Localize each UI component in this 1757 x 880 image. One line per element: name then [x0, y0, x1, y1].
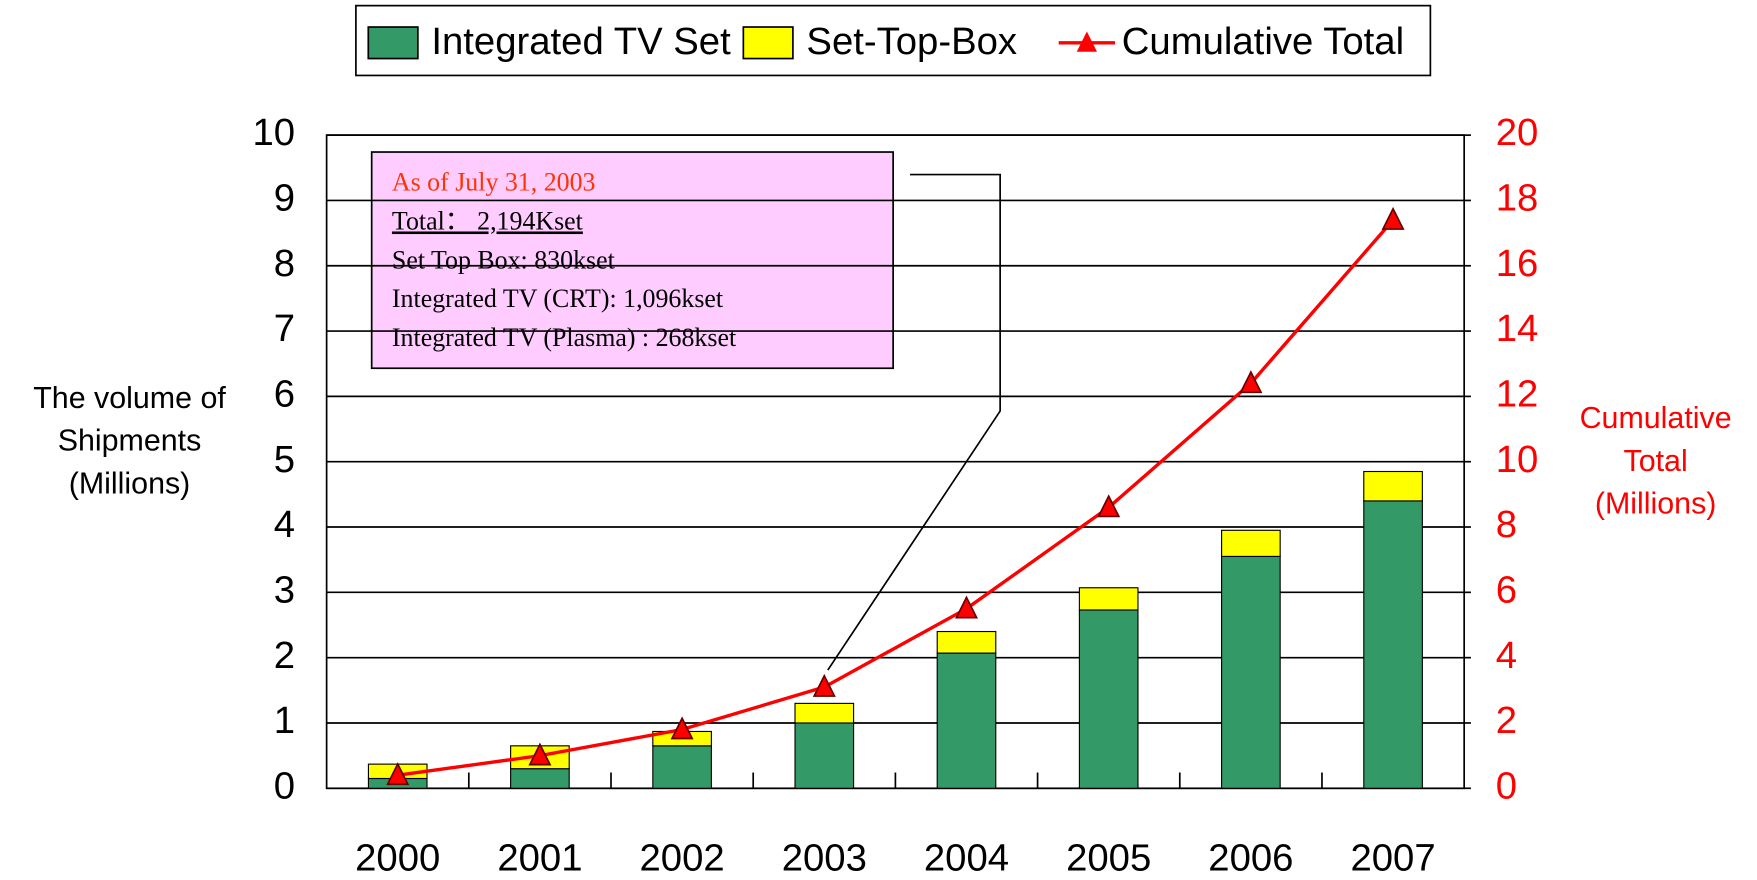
legend-marker — [1076, 31, 1097, 52]
cumulative-line — [397, 218, 1395, 777]
y2-axis-label: Cumulative — [1580, 401, 1732, 435]
y-tick-label: 4 — [274, 503, 295, 546]
y2-tick-label: 18 — [1496, 177, 1539, 220]
bar-segment — [1363, 500, 1423, 789]
line-marker — [1381, 206, 1405, 230]
bar-segment — [794, 702, 855, 724]
x-tick-label: 2003 — [782, 836, 867, 875]
line-marker — [954, 595, 978, 619]
legend-box — [355, 4, 1432, 77]
bar-segment — [1221, 555, 1281, 789]
y-axis-label: (Millions) — [69, 466, 191, 500]
annotation-text: As of July 31, 2003 — [392, 168, 596, 197]
y-tick-label: 3 — [274, 568, 295, 611]
bar-segment — [1221, 529, 1281, 557]
legend-swatch — [742, 26, 794, 60]
y-tick-label: 10 — [252, 111, 295, 154]
y2-axis-label: (Millions) — [1595, 487, 1717, 521]
y-tick-label: 5 — [274, 438, 295, 481]
y2-tick-label: 14 — [1496, 307, 1539, 350]
legend-swatch — [367, 26, 419, 60]
annotation-text: Total： 2,194Kset — [392, 206, 584, 235]
line-marker — [1097, 494, 1121, 518]
x-tick-label: 2005 — [1066, 836, 1151, 875]
y-tick-label: 6 — [274, 373, 295, 416]
bar-segment — [1363, 470, 1423, 502]
bar-segment — [1078, 587, 1139, 611]
y2-tick-label: 8 — [1496, 503, 1517, 546]
y-tick-label: 2 — [274, 634, 295, 677]
y2-tick-label: 16 — [1496, 242, 1539, 285]
line-marker — [528, 742, 552, 766]
y2-tick-label: 10 — [1496, 438, 1539, 481]
y2-tick-label: 12 — [1496, 373, 1539, 416]
bar-segment — [1078, 609, 1139, 789]
annotation-box — [370, 151, 894, 370]
line-marker — [812, 673, 836, 697]
line-marker — [1239, 370, 1263, 394]
x-tick-label: 2000 — [355, 836, 440, 875]
bar-segment — [936, 630, 997, 654]
x-tick-label: 2006 — [1208, 836, 1293, 875]
annotation-leader — [827, 173, 1001, 671]
legend-label: Set-Top-Box — [806, 20, 1017, 63]
y-tick-label: 0 — [274, 764, 295, 807]
annotation-text: Integrated TV (CRT): 1,096kset — [392, 284, 724, 313]
y-tick-label: 8 — [274, 242, 295, 285]
x-tick-label: 2002 — [640, 836, 725, 875]
x-tick-label: 2001 — [497, 836, 582, 875]
y-tick-label: 1 — [274, 699, 295, 742]
bar-segment — [510, 768, 570, 789]
y2-tick-label: 20 — [1496, 111, 1539, 154]
y-tick-label: 7 — [274, 307, 295, 350]
bar-segment — [794, 722, 855, 789]
line-marker — [386, 762, 410, 786]
y2-axis-label: Total — [1624, 444, 1688, 478]
y-tick-label: 9 — [274, 177, 295, 220]
y2-tick-label: 4 — [1496, 634, 1517, 677]
legend-label: Cumulative Total — [1122, 20, 1404, 63]
line-marker — [670, 716, 694, 740]
annotation-text: Integrated TV (Plasma) : 268kset — [392, 323, 737, 352]
bar-segment — [652, 745, 712, 789]
bar-segment — [936, 652, 997, 789]
legend-label: Integrated TV Set — [431, 20, 731, 63]
y2-tick-label: 2 — [1496, 699, 1517, 742]
y2-tick-label: 6 — [1496, 568, 1517, 611]
annotation-text: Set Top Box: 830kset — [392, 245, 616, 274]
x-tick-label: 2007 — [1350, 836, 1435, 875]
y-axis-label: Shipments — [58, 424, 202, 458]
y2-tick-label: 0 — [1496, 764, 1517, 807]
x-tick-label: 2004 — [924, 836, 1009, 875]
y-axis-label: The volume of — [33, 381, 226, 415]
